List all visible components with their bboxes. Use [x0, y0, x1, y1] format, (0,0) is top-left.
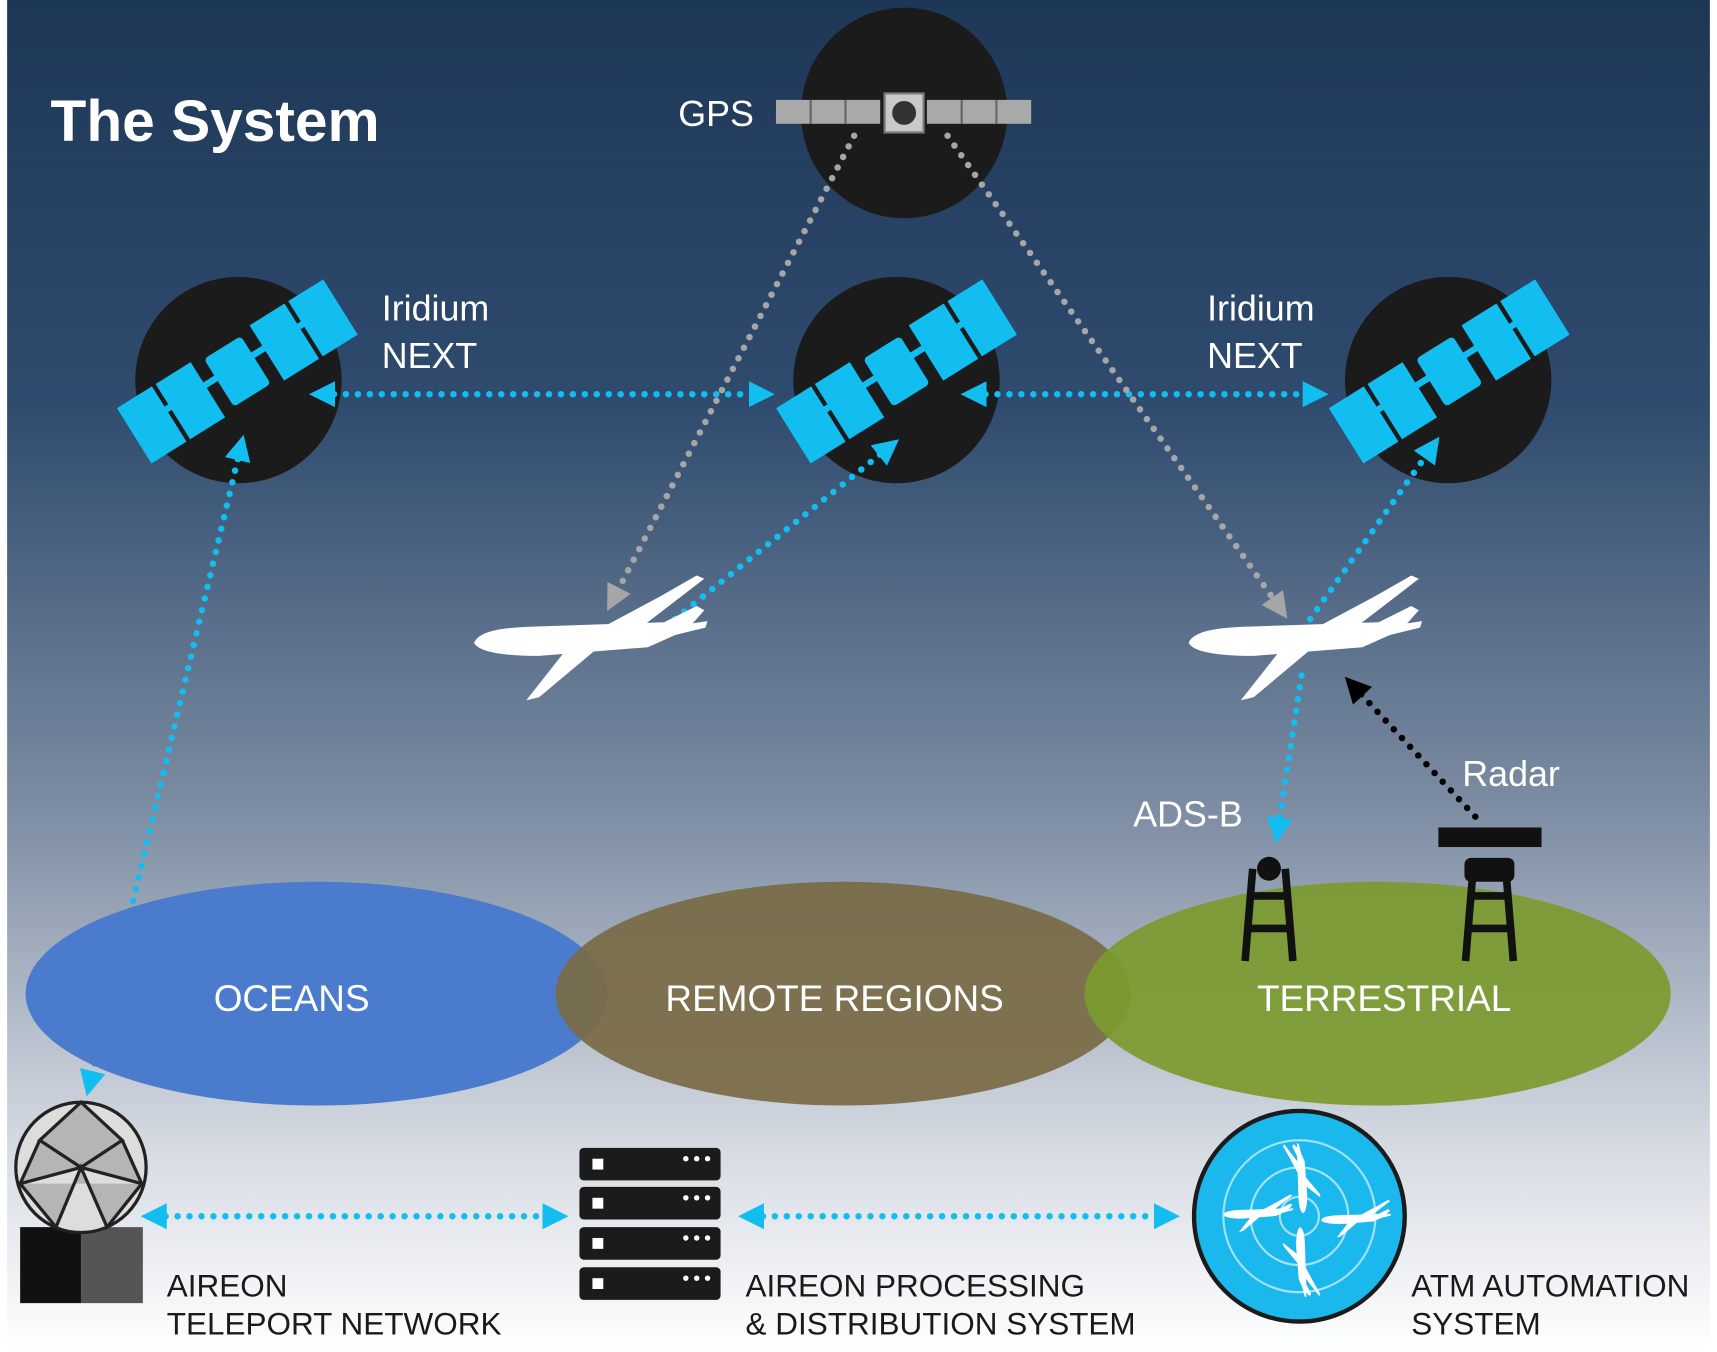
gps-satellite [775, 92, 1032, 134]
system-label: AIREON [167, 1268, 288, 1304]
system-label: ATM AUTOMATION [1411, 1268, 1689, 1304]
iridium-label: NEXT [382, 336, 478, 376]
region-remote [555, 881, 1132, 1106]
gps-label: GPS [678, 94, 754, 134]
system-label: & DISTRIBUTION SYSTEM [746, 1306, 1136, 1342]
atm-scope [1191, 1108, 1407, 1324]
region-label: TERRESTRIAL [1257, 978, 1511, 1019]
system-label: SYSTEM [1411, 1306, 1540, 1342]
links [79, 132, 1479, 1230]
region-terrestrial [1084, 881, 1671, 1106]
region-oceans [25, 881, 608, 1106]
adsb-tower [1245, 856, 1293, 961]
title: The System [51, 89, 380, 154]
system-label: TELEPORT NETWORK [167, 1306, 502, 1342]
background [7, 0, 1710, 1352]
radar-label: Radar [1462, 754, 1560, 794]
adsb-label: ADS-B [1133, 794, 1243, 834]
teleport-dome [14, 1100, 148, 1304]
iridium-label: Iridium [1207, 288, 1315, 328]
region-label: OCEANS [214, 978, 370, 1019]
radar-tower [1438, 827, 1542, 961]
iridium-label: Iridium [382, 288, 490, 328]
system-label: AIREON PROCESSING [746, 1268, 1085, 1304]
iridium-label: NEXT [1207, 336, 1303, 376]
region-label: REMOTE REGIONS [665, 978, 1003, 1019]
